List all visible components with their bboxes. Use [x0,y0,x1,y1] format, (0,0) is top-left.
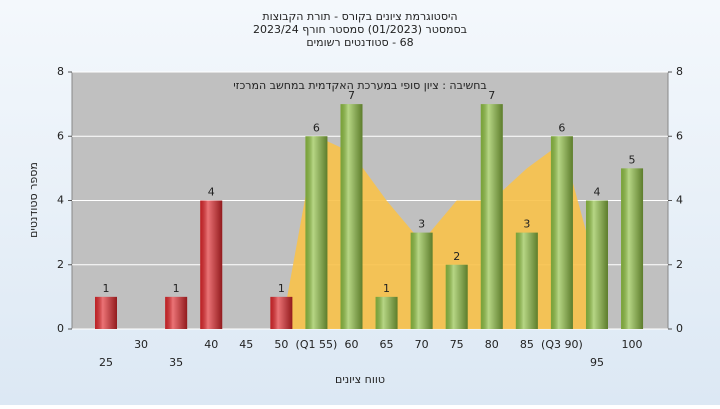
bar-shade [585,200,608,329]
bar-shade [550,136,573,329]
chart-title: היסטוגרמת ציונים בקורס - תורת הקבוצות [262,10,457,23]
data-label: 6 [558,121,565,134]
data-label: 1 [278,282,285,295]
data-label: 7 [348,89,355,102]
bar-shade [375,296,398,329]
chart-title: בסמסטר (01/2023) סמסטר חורף 2023/24 [253,23,467,36]
y2-tick-label: 6 [676,129,683,142]
data-label: 7 [488,89,495,102]
y-tick-label: 0 [57,322,64,335]
x-tick-label: 30 [134,338,148,351]
y2-tick-label: 4 [676,194,683,207]
x-tick-label: 65 [380,338,394,351]
x-tick-label: 75 [450,338,464,351]
x-tick-label: 45 [239,338,253,351]
x-tick-label: 95 [590,356,604,369]
y-tick-label: 2 [57,258,64,271]
bar-shade [410,232,433,329]
data-label: 1 [383,282,390,295]
y-tick-label: 8 [57,65,64,78]
y-axis-label: מספר סטודנטים [27,162,40,238]
y-tick-label: 4 [57,194,64,207]
data-label: 4 [208,186,215,199]
data-label: 3 [418,218,425,231]
bar-shade [305,136,328,329]
data-label: 3 [523,218,530,231]
y-tick-label: 6 [57,129,64,142]
chart-title: 68 - סטודנטים רשומים [306,36,413,49]
y2-tick-label: 2 [676,258,683,271]
bar-shade [340,104,363,329]
y2-tick-label: 8 [676,65,683,78]
x-tick-label: 25 [99,356,113,369]
bar-shade [95,296,117,329]
x-tick-label: 40 [204,338,218,351]
x-tick-label: 70 [415,338,429,351]
x-tick-label: 85 [520,338,534,351]
data-label: 6 [313,121,320,134]
data-label: 5 [629,153,636,166]
x-tick-label: 100 [622,338,643,351]
bar-shade [165,296,188,329]
annotation: בחשיבה : ציון סופי במערכת האקדמית במחשב … [233,79,487,92]
y2-tick-label: 0 [676,322,683,335]
x-tick-label: 35 [169,356,183,369]
bar-shade [480,104,503,329]
bar-shade [270,296,293,329]
x-tick-label: (Q1 55) [296,338,338,351]
bar-shade [515,232,538,329]
x-tick-label: (Q3 90) [541,338,583,351]
bar-shade [445,264,468,329]
data-label: 1 [173,282,180,295]
data-label: 1 [103,282,110,295]
data-label: 4 [593,186,600,199]
x-axis-label: טווח ציונים [335,373,385,386]
bar-shade [621,168,644,329]
x-tick-label: 60 [344,338,358,351]
data-label: 2 [453,250,460,263]
x-tick-label: 80 [485,338,499,351]
bar-shade [200,200,223,329]
x-tick-label: 50 [274,338,288,351]
